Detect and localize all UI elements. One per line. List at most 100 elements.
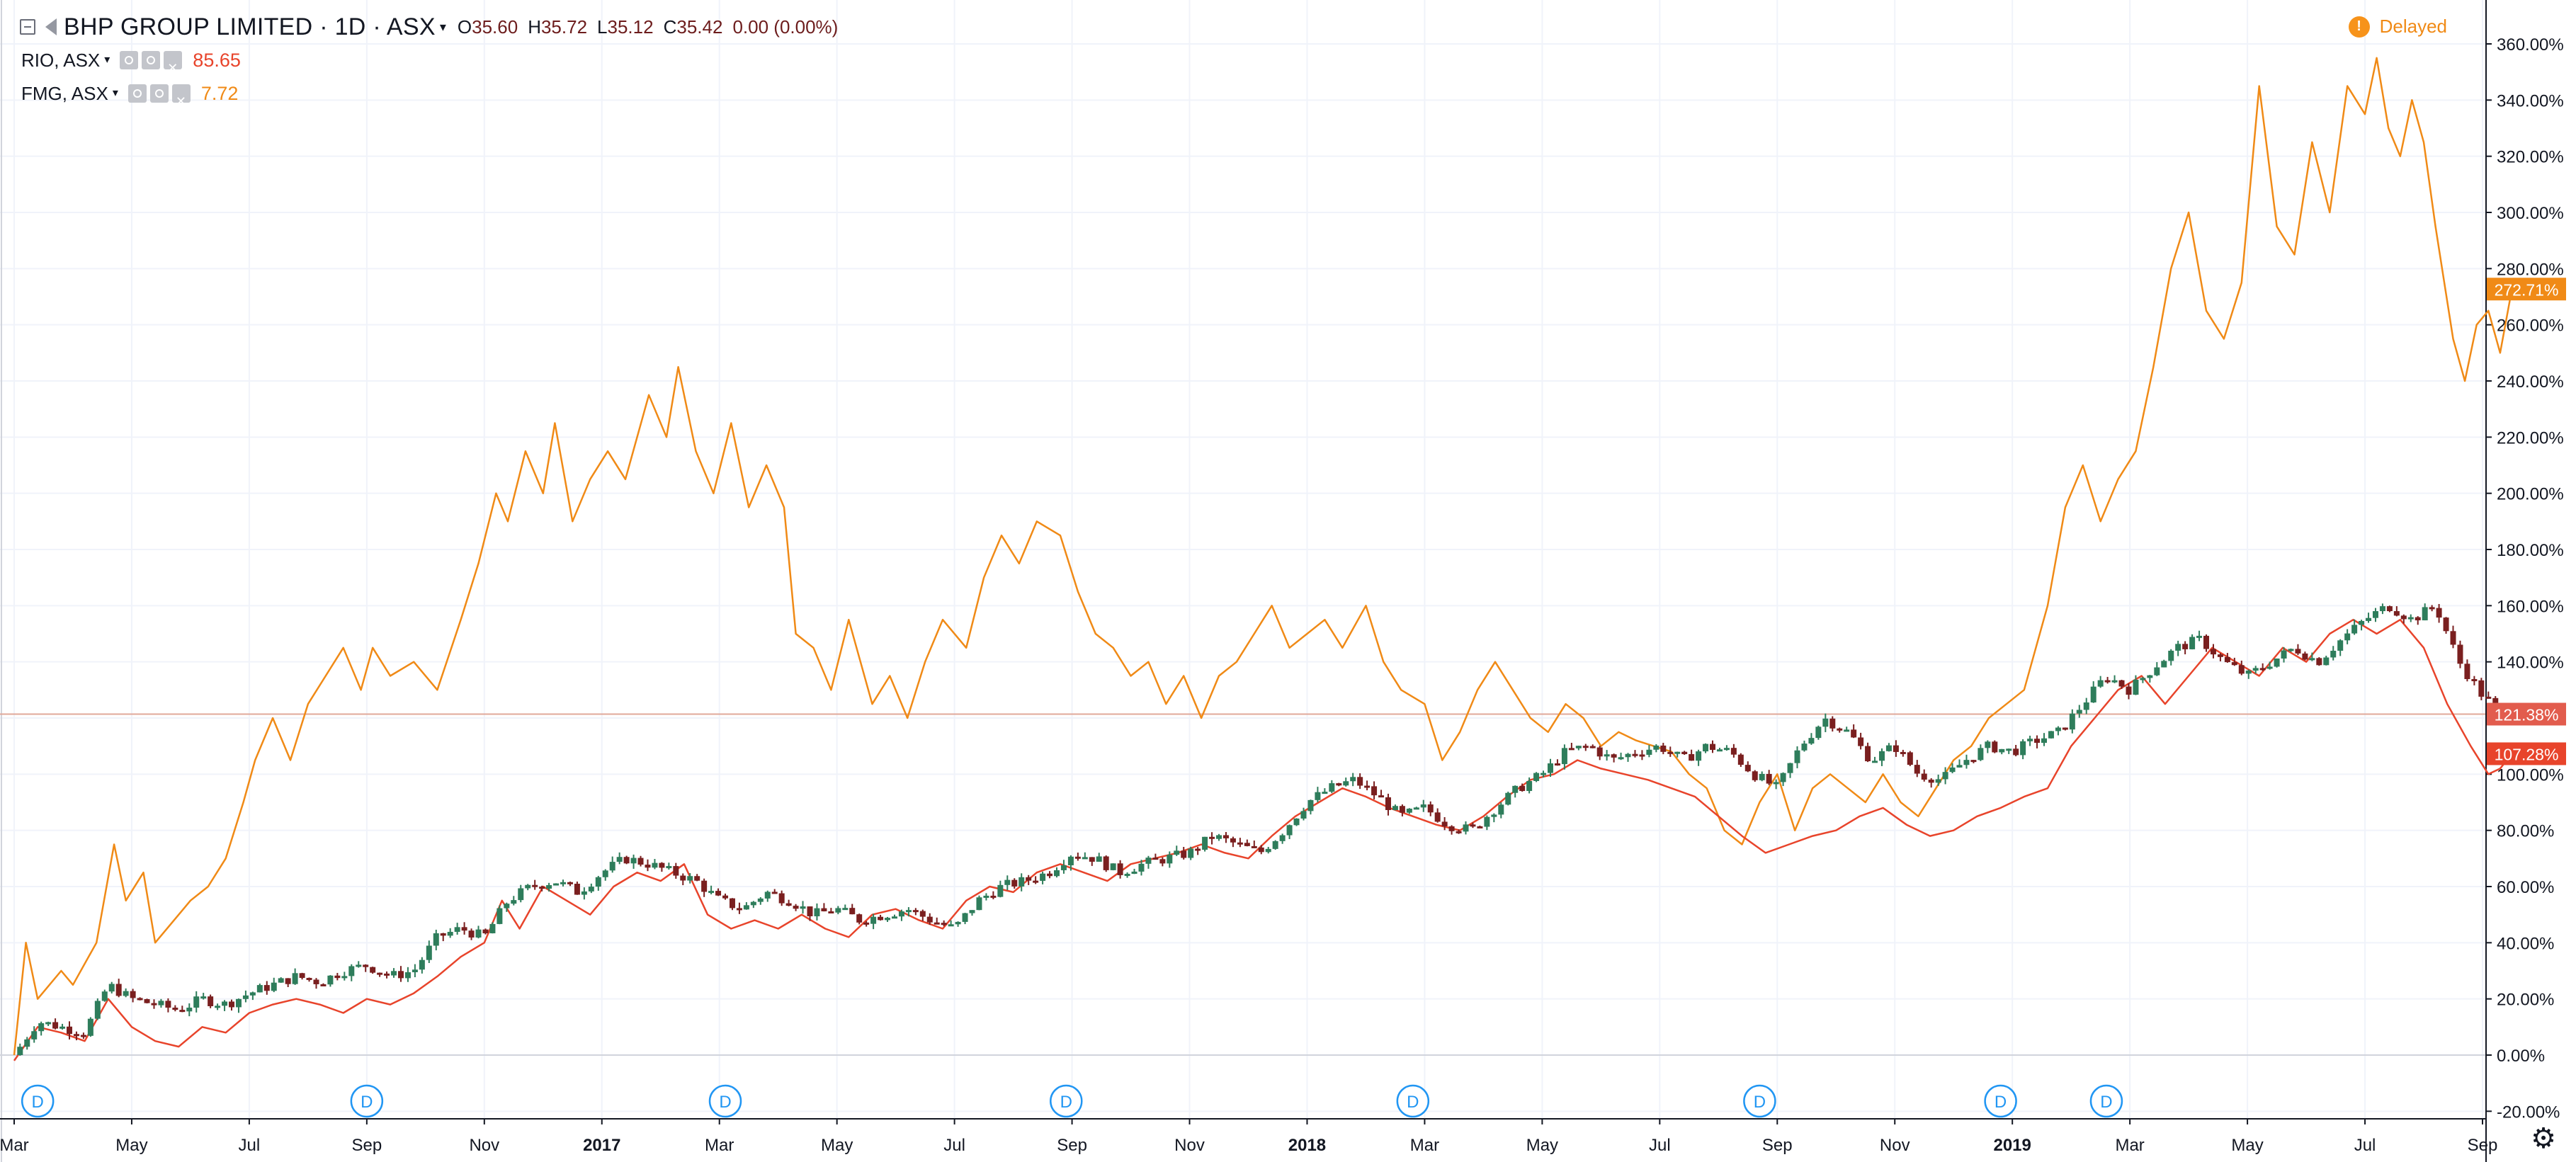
candle-body (1222, 835, 1229, 838)
candle-body (172, 1008, 178, 1010)
candle-body (1703, 744, 1709, 752)
candle-body (1858, 737, 1864, 746)
candle-body (1999, 748, 2005, 753)
eye-icon[interactable] (120, 50, 139, 69)
dividend-marker[interactable]: D (1743, 1084, 1776, 1118)
candle-body (919, 911, 926, 917)
candle-body (2330, 651, 2337, 658)
candle-body (334, 975, 341, 979)
candle-body (222, 1001, 228, 1006)
candle-body (1956, 765, 1963, 768)
candle-body (1787, 763, 1793, 773)
last-value-text: 121.38% (2495, 706, 2559, 724)
candle-body (997, 884, 1004, 897)
dividend-marker[interactable]: D (350, 1084, 384, 1118)
compare-symbol-fmg[interactable]: FMG, ASX (21, 82, 108, 104)
candle-body (229, 1001, 235, 1008)
dividend-marker[interactable]: D (1050, 1084, 1083, 1118)
candle-body (285, 978, 291, 984)
candle-body (2076, 710, 2082, 714)
candle-body (1019, 877, 1025, 887)
candle-body (885, 918, 891, 921)
candle-body (1237, 842, 1243, 845)
candle-body (59, 1026, 66, 1029)
chevron-down-icon[interactable]: ▾ (104, 53, 110, 66)
chevron-down-icon[interactable]: ▾ (112, 86, 118, 99)
time-axis-tick-label: Jul (2354, 1136, 2376, 1155)
candle-body (391, 971, 397, 976)
dividend-marker[interactable]: D (1396, 1084, 1430, 1118)
rio-series-line (13, 618, 2513, 1061)
candle-body (778, 893, 785, 904)
chart-settings-gear-icon[interactable]: ⚙ (2531, 1123, 2556, 1154)
last-value-text: 107.28% (2495, 745, 2559, 763)
candle-body (1851, 729, 1857, 738)
candle-body (193, 996, 200, 1008)
candle-body (1131, 871, 1137, 875)
candle-body (1413, 807, 1419, 810)
candle-body (553, 883, 560, 886)
candle-body (158, 1001, 164, 1006)
candle-body (821, 908, 827, 911)
candle-body (1526, 780, 1533, 792)
chevron-down-icon[interactable]: ▾ (439, 19, 446, 34)
dividend-marker[interactable]: D (2089, 1084, 2123, 1118)
candle-body (518, 888, 524, 901)
fmg-series-line (13, 57, 2513, 1056)
candle-body (1596, 747, 1603, 757)
gear-icon[interactable] (142, 50, 161, 69)
dividend-marker[interactable]: D (708, 1084, 742, 1118)
flag-icon[interactable] (45, 18, 57, 35)
price-axis-tick-label: 260.00% (2497, 317, 2564, 336)
candle-body (1928, 780, 1934, 783)
collapse-legend-button[interactable] (20, 18, 35, 35)
candle-body (1074, 856, 1081, 859)
close-icon[interactable] (171, 84, 191, 118)
candle-body (1547, 763, 1553, 773)
price-axis-tick-label: 40.00% (2497, 934, 2554, 953)
time-axis[interactable]: Mar May Jul Sep Nov 2017 Mar May Jul Sep Nov 2018 Ma… (0, 1118, 2497, 1155)
dividend-marker[interactable]: D (21, 1084, 55, 1118)
candle-body (2217, 654, 2223, 657)
candle-body (1696, 751, 1702, 761)
price-axis-tick-label: 180.00% (2497, 541, 2564, 560)
candle-body (263, 985, 270, 991)
close-icon[interactable] (164, 50, 183, 84)
eye-icon[interactable] (127, 84, 147, 103)
candle-body (525, 884, 531, 889)
candle-body (1533, 773, 1540, 781)
gear-icon[interactable] (149, 84, 169, 103)
candle-body (1300, 811, 1307, 819)
candle-body (687, 876, 693, 881)
delayed-indicator[interactable]: ! Delayed (2348, 16, 2447, 38)
candle-body (2006, 748, 2012, 751)
candle-body (1872, 761, 1878, 763)
candle-body (1808, 738, 1815, 744)
compare-symbol-rio[interactable]: RIO, ASX (21, 49, 101, 71)
symbol-title[interactable]: BHP GROUP LIMITED · 1D · ASX (64, 13, 436, 40)
dividend-marker-circle (2089, 1084, 2123, 1118)
candle-body (1681, 751, 1688, 754)
candle-body (546, 885, 552, 889)
candle-body (2485, 696, 2492, 699)
candle-body (1047, 873, 1053, 877)
candle-body (1878, 751, 1885, 761)
candle-body (419, 959, 425, 970)
dividend-marker[interactable]: D (1984, 1084, 2017, 1118)
candle-body (2245, 671, 2252, 674)
candle-body (1004, 879, 1011, 885)
candle-body (24, 1039, 30, 1047)
ohlc-open-key: O (457, 16, 472, 38)
time-axis-tick-label: Sep (352, 1136, 382, 1155)
exclamation-icon: ! (2348, 16, 2370, 38)
candle-body (87, 1018, 93, 1036)
candle-body (630, 858, 637, 864)
candle-body (447, 931, 453, 936)
dividend-marker-label: D (1407, 1093, 1419, 1112)
candle-body (955, 921, 961, 925)
candle-body (680, 875, 686, 881)
